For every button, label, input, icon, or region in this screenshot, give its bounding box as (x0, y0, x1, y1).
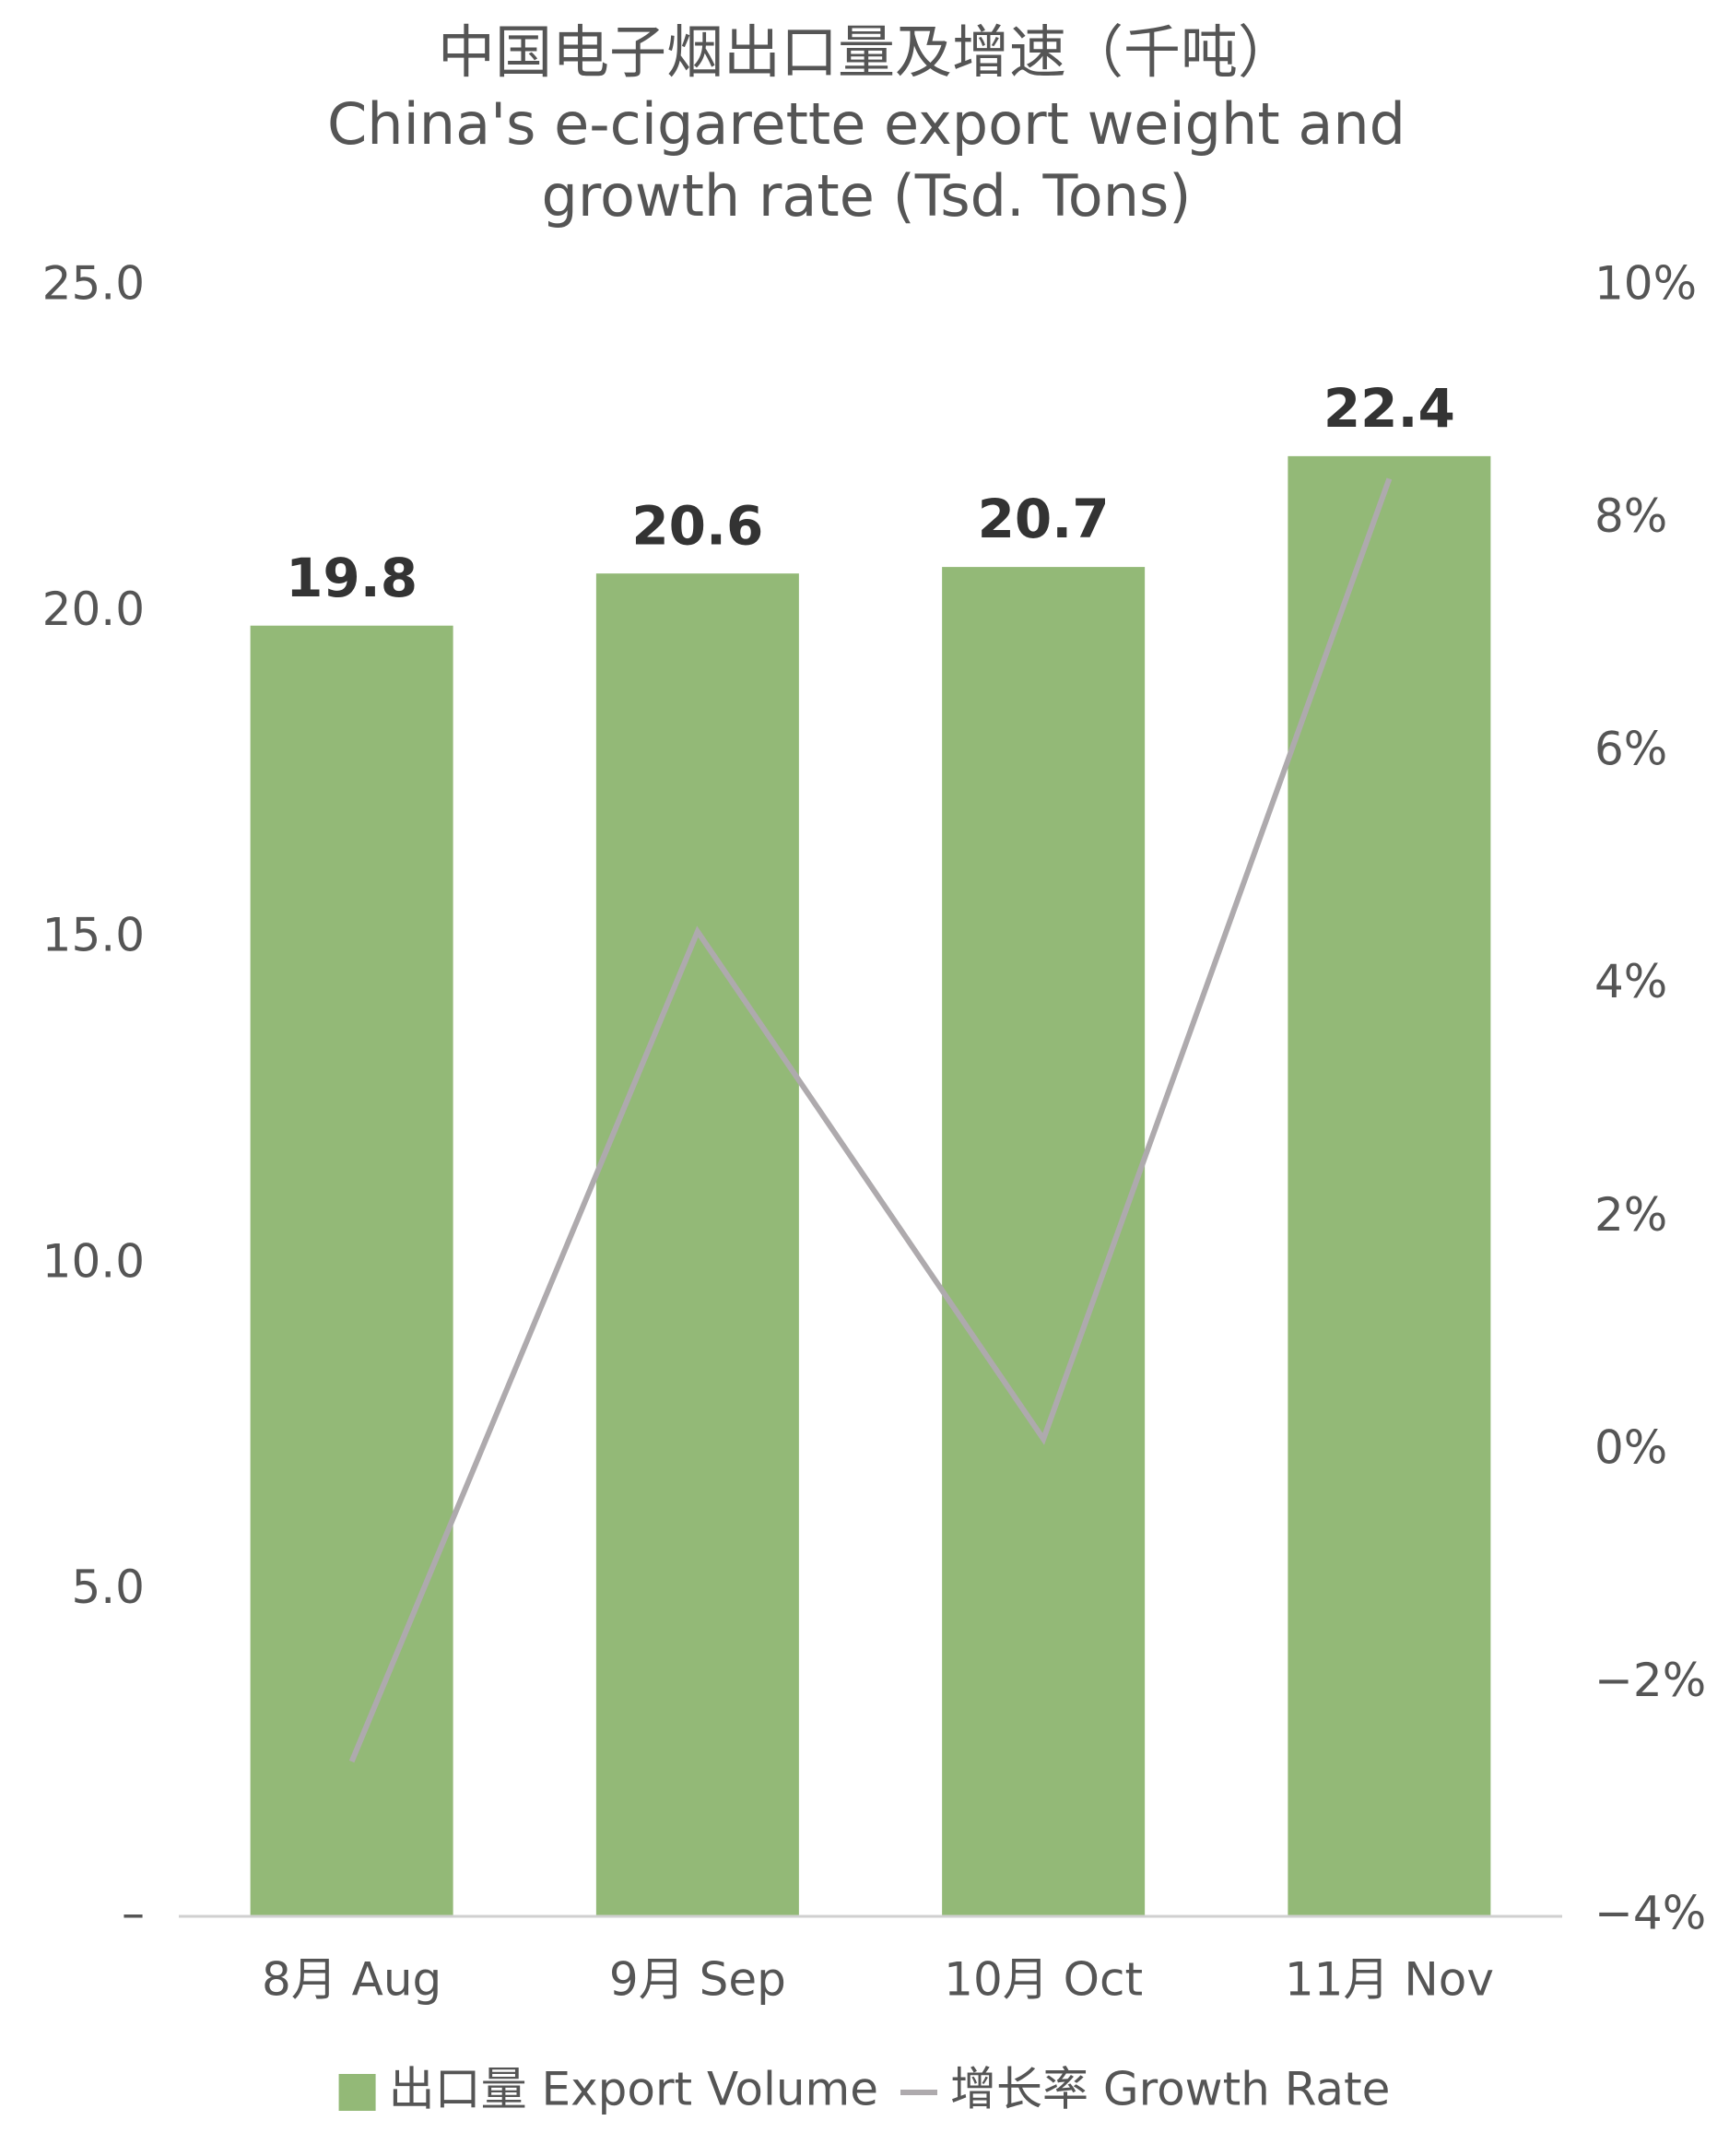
y2-tick-label: −4% (1594, 1887, 1706, 1940)
y-tick-label: 10.0 (42, 1234, 145, 1288)
bar (595, 573, 799, 1917)
y-tick-label: 25.0 (42, 257, 145, 311)
data-label: 20.6 (631, 494, 763, 557)
x-tick-label: 9月 Sep (609, 1953, 786, 2007)
chart-subtitle: China's e-cigarette export weight and gr… (326, 90, 1406, 230)
legend-swatch (338, 2074, 376, 2111)
chart-title: 中国电子烟出口量及增速（千吨） (437, 18, 1295, 86)
y2-tick-label: 0% (1594, 1420, 1667, 1474)
y2-tick-label: −2% (1594, 1654, 1706, 1707)
y2-tick-label: 6% (1594, 723, 1667, 776)
data-label: 20.7 (978, 488, 1110, 550)
y2-tick-label: 8% (1594, 489, 1667, 543)
data-label: 22.4 (1323, 377, 1455, 440)
y-tick-label: 5.0 (71, 1561, 145, 1614)
y2-tick-label: 10% (1594, 257, 1697, 311)
y2-tick-label: 2% (1594, 1188, 1667, 1242)
legend-label: 出口量 Export Volume (389, 2063, 878, 2116)
bar (250, 625, 453, 1916)
legend-label: 增长率 Growth Rate (950, 2063, 1390, 2116)
y-tick-label: 20.0 (42, 583, 145, 636)
x-tick-label: 11月 Nov (1285, 1953, 1494, 2007)
x-tick-label: 10月 Oct (944, 1953, 1143, 2007)
x-tick-label: 8月 Aug (262, 1953, 441, 2007)
y2-tick-label: 4% (1594, 955, 1667, 1008)
y-tick-label: – (122, 1887, 145, 1940)
bar (942, 567, 1146, 1917)
line (348, 477, 1393, 1763)
data-label: 19.8 (286, 547, 418, 609)
bar (1288, 455, 1491, 1916)
y-tick-label: 15.0 (42, 909, 145, 962)
titles: 中国电子烟出口量及增速（千吨） China's e-cigarette expo… (221, 17, 1511, 232)
